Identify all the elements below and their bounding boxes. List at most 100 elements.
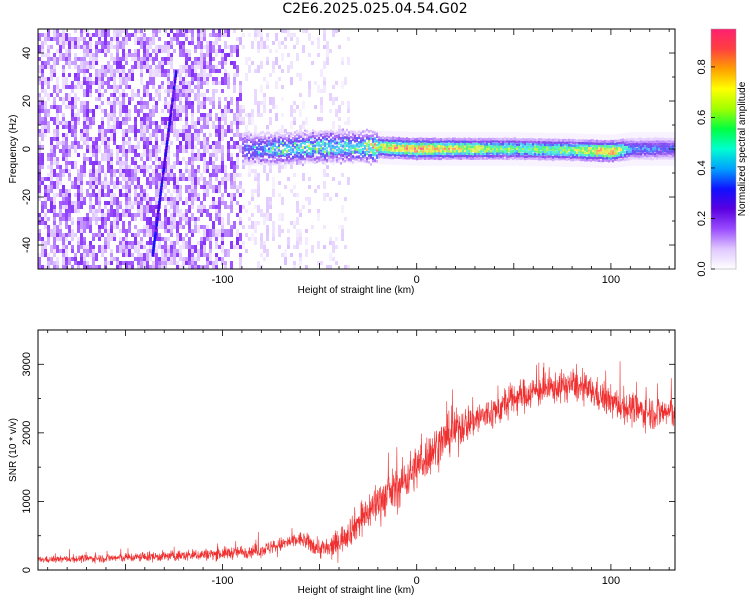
spectrogram-noise-cell — [89, 145, 92, 153]
spectrogram-carrier-cell — [458, 140, 460, 144]
spectrogram-noise-cell — [107, 69, 110, 73]
spectrogram-noise-cell — [278, 245, 281, 249]
spectrogram-carrier-cell — [574, 153, 576, 156]
spectrogram-noise-cell — [83, 265, 86, 269]
spectrogram-noise-cell — [248, 201, 251, 205]
spectrogram-carrier-cell — [592, 156, 594, 160]
spectrogram-noise-cell — [119, 245, 122, 253]
spectrogram-carrier-cell — [530, 152, 532, 155]
spectrogram-carrier-cell — [254, 149, 256, 152]
spectrogram-carrier-cell — [432, 152, 434, 155]
spectrogram-carrier-cell — [334, 139, 336, 143]
spectrogram-carrier-cell — [452, 147, 454, 151]
spectrogram-carrier-cell — [250, 154, 252, 158]
spectrogram-noise-cell — [140, 201, 143, 205]
spectrogram-carrier-cell — [442, 147, 444, 151]
spectrogram-noise-cell — [323, 181, 326, 189]
spectrogram-noise-cell — [293, 265, 296, 269]
spectrogram-carrier-cell — [312, 141, 314, 145]
spectrogram-carrier-cell — [250, 159, 252, 163]
spectrogram-noise-cell — [323, 45, 326, 49]
spectrogram-carrier-cell — [338, 160, 340, 163]
spectrogram-carrier-cell — [428, 157, 430, 160]
spectrogram-carrier-cell — [606, 159, 608, 162]
spectrogram-carrier-cell — [514, 142, 516, 146]
spectrogram-noise-cell — [116, 121, 119, 125]
spectrogram-noise-cell — [206, 237, 209, 241]
spectrogram-noise-cell — [128, 249, 131, 257]
spectrogram-carrier-cell — [658, 142, 660, 145]
spectrogram-carrier-cell — [394, 154, 396, 157]
spectrogram-carrier-cell — [420, 137, 422, 140]
spectrogram-carrier-cell — [616, 144, 618, 147]
spectrogram-carrier-cell — [650, 142, 652, 146]
spectrogram-carrier-cell — [468, 137, 470, 141]
spectrogram-noise-cell — [311, 225, 314, 229]
spectrogram-noise-cell — [122, 253, 125, 257]
spectrogram-carrier-cell — [386, 141, 388, 145]
spectrogram-carrier-cell — [574, 144, 576, 147]
spectrogram-noise-cell — [107, 261, 110, 265]
spectrogram-noise-cell — [59, 105, 62, 113]
spectrogram-carrier-cell — [504, 142, 506, 146]
spectrogram-noise-cell — [308, 81, 311, 89]
spectrogram-noise-cell — [218, 105, 221, 109]
spectrogram-carrier-cell — [534, 152, 536, 156]
spectrogram-noise-cell — [44, 77, 47, 85]
spectrogram-carrier-cell — [456, 138, 458, 141]
spectrogram-noise-cell — [341, 229, 344, 233]
spectrogram-carrier-cell — [442, 138, 444, 141]
spectrogram-noise-cell — [206, 181, 209, 185]
spectrogram-noise-cell — [260, 233, 263, 237]
spectrogram-carrier-cell — [630, 147, 632, 150]
spectrogram-noise-cell — [68, 225, 71, 233]
spectrogram-carrier-cell — [490, 157, 492, 160]
spectrogram-noise-cell — [299, 209, 302, 213]
spectrogram-carrier-cell — [632, 149, 634, 153]
spectrogram-carrier-cell — [254, 150, 256, 154]
spectrogram-carrier-cell — [256, 141, 258, 145]
spectrogram-carrier-cell — [286, 143, 288, 147]
spectrogram-noise-cell — [47, 217, 50, 221]
spectrogram-noise-cell — [149, 37, 152, 41]
spectrogram-carrier-cell — [602, 151, 604, 155]
spectrogram-noise-cell — [224, 117, 227, 125]
spectrogram-carrier-cell — [664, 154, 666, 158]
spectrogram-noise-cell — [149, 265, 152, 269]
spectrogram-carrier-cell — [504, 157, 506, 160]
spectrogram-noise-cell — [62, 245, 65, 249]
spectrogram-noise-cell — [233, 29, 236, 33]
spectrogram-carrier-cell — [334, 158, 336, 162]
spectrogram-carrier-cell — [408, 145, 410, 148]
spectrogram-carrier-cell — [586, 149, 588, 152]
spectrogram-noise-cell — [59, 189, 62, 197]
spectrogram-envelope-cell — [494, 132, 496, 166]
spectrogram-carrier-cell — [586, 146, 588, 150]
spectrogram-noise-cell — [143, 117, 146, 125]
spectrogram-carrier-cell — [480, 142, 482, 146]
spectrogram-noise-cell — [101, 249, 104, 257]
spectrogram-noise-cell — [38, 221, 41, 225]
spectrogram-carrier-cell — [566, 153, 568, 157]
spectrogram-carrier-cell — [656, 145, 658, 148]
spectrogram-carrier-cell — [352, 136, 354, 140]
spectrogram-noise-cell — [170, 217, 173, 221]
spectrogram-noise-cell — [65, 221, 68, 229]
spectrogram-carrier-cell — [658, 154, 660, 158]
spectrogram-carrier-cell — [636, 139, 638, 143]
spectrogram-carrier-cell — [384, 143, 386, 147]
spectrogram-carrier-cell — [314, 144, 316, 148]
spectrogram-carrier-cell — [588, 149, 590, 152]
spectrogram-noise-cell — [62, 237, 65, 245]
spectrogram-carrier-cell — [494, 152, 496, 155]
spectrogram-carrier-cell — [478, 144, 480, 148]
spectrogram-noise-cell — [194, 217, 197, 221]
spectrogram-noise-cell — [143, 261, 146, 269]
spectrogram-carrier-cell — [412, 154, 414, 157]
spectrogram-noise-cell — [110, 65, 113, 73]
spectrogram-noise-cell — [323, 161, 326, 165]
spectrogram-noise-cell — [53, 145, 56, 153]
spectrogram-noise-cell — [197, 241, 200, 245]
spectrogram-noise-cell — [248, 173, 251, 177]
